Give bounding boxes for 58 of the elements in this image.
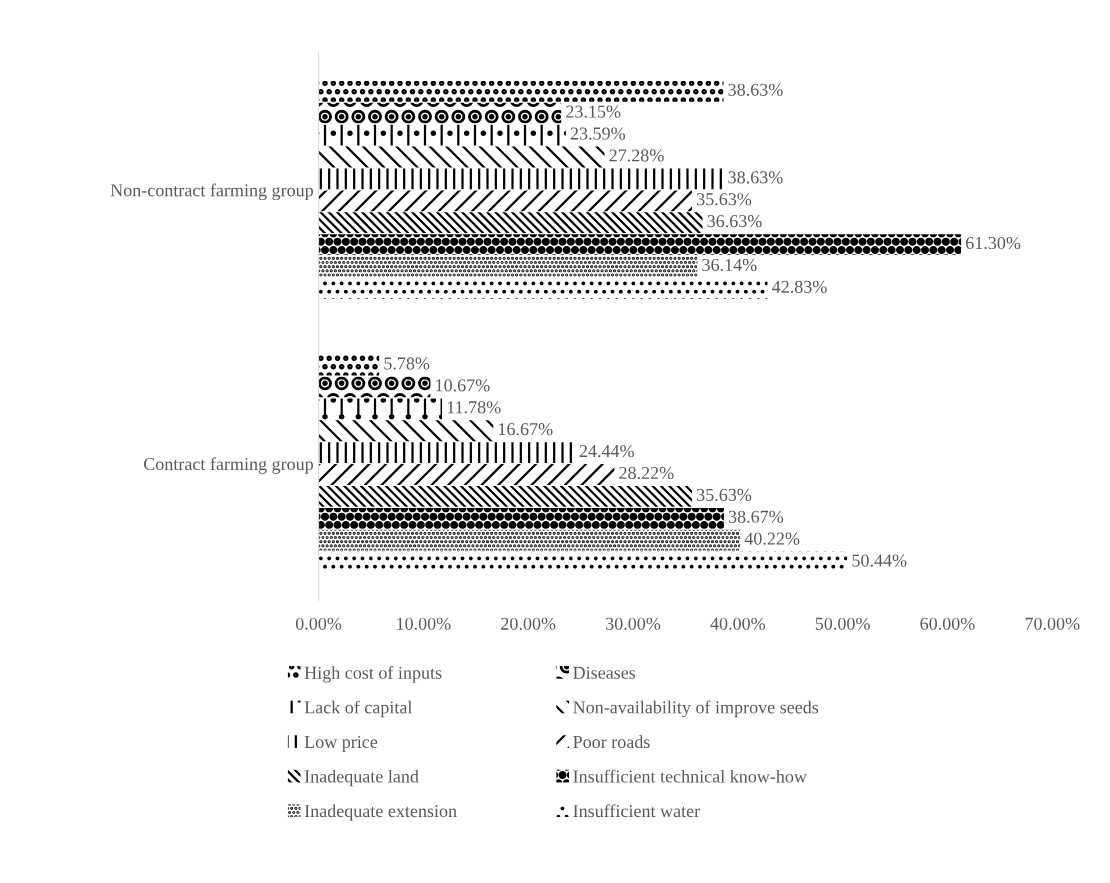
data-label: 38.67% — [728, 510, 784, 523]
bar — [318, 398, 443, 420]
data-label: 50.44% — [852, 554, 907, 567]
data-label: 36.14% — [702, 258, 757, 272]
x-tick-label: 30.00% — [606, 617, 661, 630]
y-tick-label: Contract farming group — [143, 457, 313, 474]
x-tick-label: 60.00% — [920, 617, 975, 630]
legend-label: Lack of capital — [304, 700, 413, 718]
bar — [318, 80, 724, 102]
data-label: 42.83% — [772, 280, 827, 293]
x-tick-label: 20.00% — [501, 617, 556, 630]
data-label: 23.59% — [570, 127, 626, 140]
x-tick-label: 70.00% — [1025, 617, 1080, 630]
bar — [318, 234, 962, 255]
data-label: 28.22% — [619, 466, 674, 480]
bar — [318, 507, 724, 529]
legend-label: Poor roads — [573, 735, 650, 749]
legend-label: High cost of inputs — [304, 665, 442, 683]
data-label: 61.30% — [966, 236, 1021, 250]
data-label: 16.67% — [499, 423, 553, 436]
bar — [318, 168, 724, 190]
x-tick-label: 50.00% — [815, 617, 870, 630]
x-tick-label: 0.00% — [295, 617, 342, 630]
bar — [318, 354, 380, 376]
legend-label: Inadequate extension — [304, 804, 457, 821]
legend-label: Inadequate land — [304, 769, 419, 787]
data-label: 11.78% — [447, 401, 501, 414]
bar — [318, 256, 698, 277]
legend-label: Low price — [304, 735, 378, 752]
bar — [318, 420, 494, 442]
bar — [318, 212, 703, 234]
data-label: 5.78% — [384, 357, 430, 370]
data-label: 38.63% — [728, 83, 783, 96]
data-label: 23.15% — [566, 105, 621, 118]
legend-label: Diseases — [573, 666, 636, 679]
bar — [318, 190, 693, 212]
data-label: 10.67% — [436, 379, 490, 392]
x-tick-label: 40.00% — [710, 617, 766, 630]
x-tick-label: 10.00% — [397, 617, 451, 630]
data-label: 36.63% — [707, 215, 762, 228]
data-label: 35.63% — [697, 488, 752, 502]
legend-label: Insufficient water — [573, 804, 700, 818]
bar — [318, 464, 615, 485]
legend-label: Non-availability of improve seeds — [573, 700, 819, 718]
bar — [318, 442, 575, 464]
bar — [318, 486, 693, 507]
bar — [318, 102, 562, 124]
data-label: 38.63% — [728, 171, 783, 184]
y-tick-label: Non-contract farming group — [110, 183, 313, 201]
data-label: 27.28% — [609, 149, 664, 162]
data-label: 35.63% — [697, 193, 752, 206]
bar — [318, 146, 605, 168]
bar — [318, 376, 431, 398]
legend-label: Insufficient technical know-how — [573, 769, 807, 783]
data-label: 24.44% — [579, 444, 634, 458]
data-label: 40.22% — [744, 532, 800, 545]
bar — [318, 529, 741, 551]
bar — [318, 124, 566, 146]
